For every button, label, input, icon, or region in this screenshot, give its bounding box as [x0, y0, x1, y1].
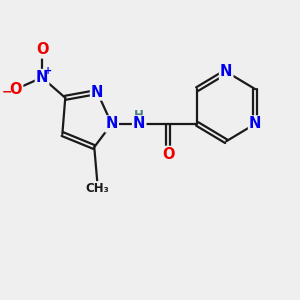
- Text: N: N: [133, 116, 146, 131]
- Text: O: O: [162, 147, 174, 162]
- Text: −: −: [2, 85, 13, 98]
- Text: H: H: [134, 109, 144, 122]
- Text: +: +: [44, 66, 52, 76]
- Text: N: N: [220, 64, 233, 79]
- Text: CH₃: CH₃: [85, 182, 109, 195]
- Text: O: O: [10, 82, 22, 97]
- Text: O: O: [36, 43, 48, 58]
- Text: N: N: [91, 85, 103, 100]
- Text: N: N: [106, 116, 118, 131]
- Text: N: N: [36, 70, 48, 85]
- Text: N: N: [249, 116, 261, 131]
